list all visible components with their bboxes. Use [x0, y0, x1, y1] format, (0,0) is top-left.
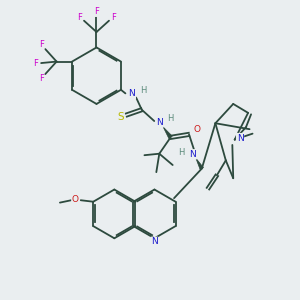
Polygon shape — [196, 158, 203, 169]
Text: H: H — [140, 86, 146, 95]
Text: F: F — [39, 74, 44, 83]
Text: F: F — [33, 58, 38, 68]
Text: F: F — [94, 7, 99, 16]
Text: F: F — [77, 13, 82, 22]
Text: N: N — [190, 150, 196, 159]
Text: H: H — [167, 113, 174, 122]
Polygon shape — [163, 127, 172, 139]
Text: F: F — [111, 13, 116, 22]
Text: N: N — [237, 134, 243, 142]
Text: N: N — [151, 237, 158, 246]
Text: O: O — [194, 124, 201, 134]
Text: S: S — [117, 112, 124, 122]
Text: N: N — [129, 89, 135, 98]
Text: H: H — [178, 148, 184, 157]
Text: N: N — [156, 118, 163, 127]
Text: O: O — [72, 195, 79, 204]
Text: F: F — [39, 40, 44, 50]
